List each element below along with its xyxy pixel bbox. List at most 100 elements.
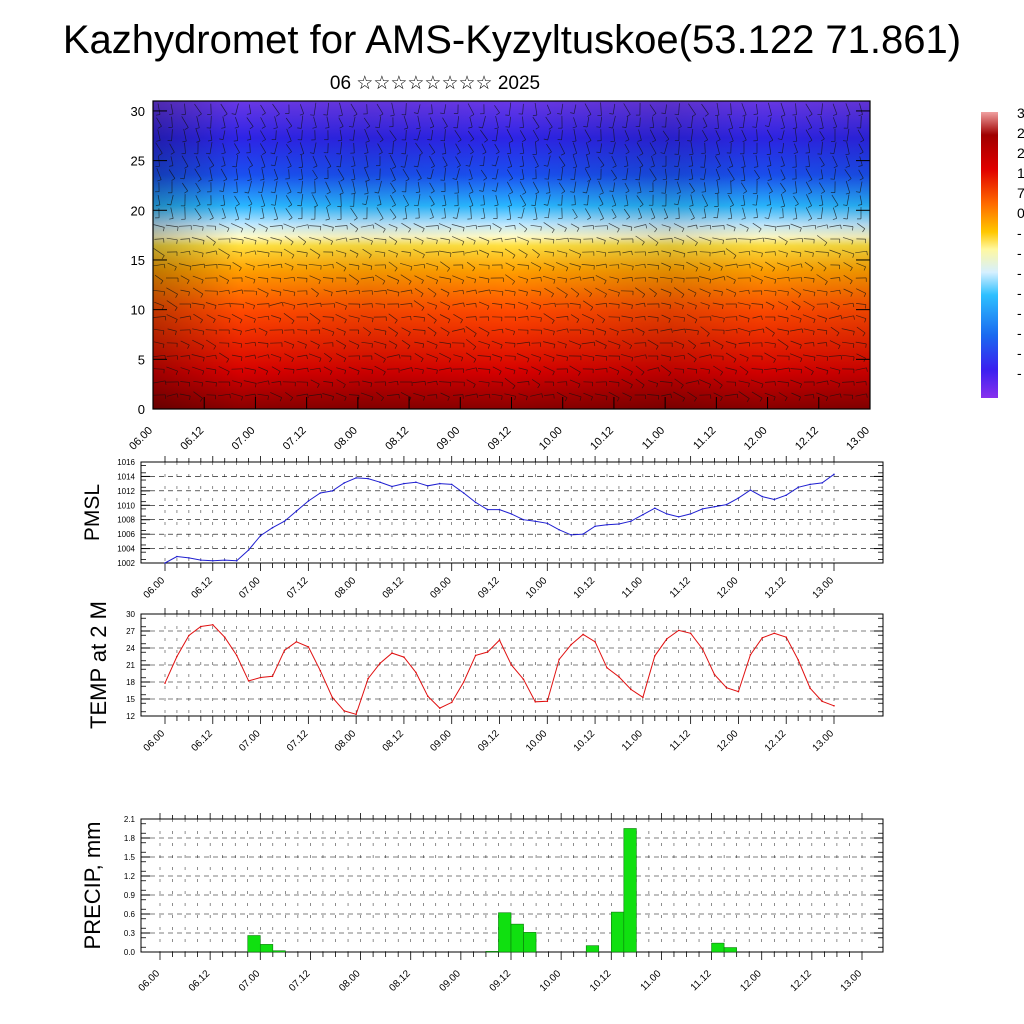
wind-barb xyxy=(244,367,256,371)
precip-x-tick-label: 10.12 xyxy=(588,968,614,994)
temp-point xyxy=(761,637,764,639)
wind-barb-flag xyxy=(724,250,726,256)
wind-barb xyxy=(505,225,515,227)
wind-barb-flag xyxy=(566,357,569,362)
wind-barb xyxy=(427,394,437,396)
wind-barb xyxy=(639,117,641,127)
wind-barb xyxy=(193,391,203,399)
wind-barb-flag xyxy=(673,203,678,206)
wind-barb xyxy=(491,381,503,383)
wind-barb-flag xyxy=(522,192,527,195)
wind-barb xyxy=(467,130,475,140)
wind-barb-flag xyxy=(785,306,789,311)
wind-barb xyxy=(573,181,577,193)
wind-barb-flag xyxy=(771,305,775,310)
wind-barb-flag xyxy=(254,354,257,359)
wind-barb-flag xyxy=(668,318,671,323)
wind-barb-flag xyxy=(320,394,323,399)
wind-barb-flag xyxy=(800,263,803,268)
wind-barb-flag xyxy=(599,192,604,195)
wind-barb-flag xyxy=(626,114,631,117)
wind-barb-flag xyxy=(639,153,644,156)
wind-barb-flag xyxy=(859,151,864,155)
wind-barb xyxy=(789,353,803,359)
wind-barb xyxy=(673,391,685,399)
wind-barb xyxy=(557,381,567,383)
wind-barb xyxy=(219,352,229,360)
wind-barb-flag xyxy=(808,179,813,182)
wind-barb-flag xyxy=(543,204,548,206)
wind-barb-flag xyxy=(408,228,411,233)
wind-barb-flag xyxy=(532,114,537,116)
wind-barb xyxy=(235,129,239,141)
wind-barb-flag xyxy=(231,113,236,115)
wind-barb-flag xyxy=(775,368,777,373)
wind-barb-flag xyxy=(358,318,360,323)
wind-barb-flag xyxy=(410,289,413,294)
wind-barb xyxy=(766,129,774,141)
wind-barb-flag xyxy=(447,319,451,324)
temp-x-tick-label: 12.00 xyxy=(715,728,741,754)
temp-y-axis-title: TEMP at 2 M xyxy=(86,601,111,729)
wind-barb-flag xyxy=(234,218,239,221)
wind-barb xyxy=(704,154,706,168)
wind-barb-flag xyxy=(845,165,850,168)
wind-barb-flag xyxy=(787,318,789,323)
wind-barb-flag xyxy=(476,393,479,398)
pmsl-point xyxy=(677,516,680,518)
temp-point xyxy=(271,675,274,678)
wind-barb xyxy=(192,328,204,332)
wind-barb xyxy=(390,182,396,192)
wind-barb-flag xyxy=(391,179,396,182)
wind-barb-flag xyxy=(774,226,777,232)
colorbar-label: - xyxy=(1017,325,1022,341)
wind-barb xyxy=(777,315,789,319)
wind-barb xyxy=(365,155,369,167)
temp-point xyxy=(713,673,716,676)
wind-barb-flag xyxy=(553,279,556,284)
wind-barb-flag xyxy=(668,227,671,232)
wind-barb xyxy=(584,103,592,115)
wind-barb-flag xyxy=(499,371,502,375)
wind-barb-flag xyxy=(743,191,747,194)
wind-barb xyxy=(624,130,630,140)
wind-barb xyxy=(360,276,374,280)
wind-barb xyxy=(635,235,645,243)
pmsl-point xyxy=(283,520,286,522)
wind-barb-flag xyxy=(270,191,275,194)
wind-barb-flag xyxy=(418,152,423,156)
wind-barb xyxy=(260,155,266,167)
wind-barb xyxy=(195,182,201,192)
wind-barb xyxy=(191,263,205,267)
wind-barb-flag xyxy=(448,239,450,244)
wind-barb xyxy=(728,128,734,142)
wind-barb xyxy=(256,250,270,254)
wind-barb xyxy=(570,223,580,229)
wind-barb xyxy=(412,381,426,383)
wind-barb-flag xyxy=(189,395,191,400)
wind-barb xyxy=(404,207,408,219)
wind-barb xyxy=(717,115,719,129)
wind-barb xyxy=(690,169,694,179)
wind-barb xyxy=(624,182,630,192)
wind-barb-flag xyxy=(422,343,425,348)
profile-y-tick-label: 0 xyxy=(138,402,145,417)
wind-barb-flag xyxy=(578,254,582,259)
wind-barb xyxy=(205,381,217,383)
wind-barb-flag xyxy=(858,165,863,167)
pmsl-x-tick-label: 12.12 xyxy=(763,575,789,601)
pmsl-x-tick-label: 07.00 xyxy=(237,575,263,601)
wind-barb-flag xyxy=(371,343,373,348)
wind-barb-flag xyxy=(693,358,697,363)
wind-barb xyxy=(612,115,616,129)
wind-barb-flag xyxy=(531,204,536,206)
wind-barb xyxy=(574,168,576,180)
wind-barb-flag xyxy=(760,280,763,285)
temp-point xyxy=(200,625,202,628)
wind-barb xyxy=(181,155,189,167)
precip-bar xyxy=(623,828,637,953)
wind-barb xyxy=(543,366,555,372)
wind-barb-flag xyxy=(482,151,487,155)
wind-barb-flag xyxy=(420,293,424,298)
pmsl-point xyxy=(522,518,525,521)
